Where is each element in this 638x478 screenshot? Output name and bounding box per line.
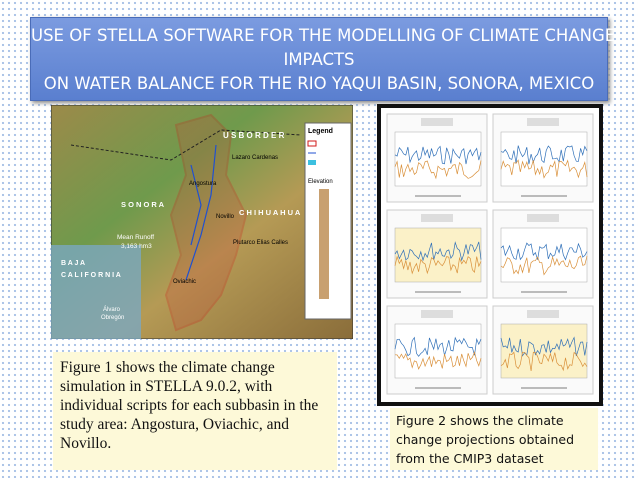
- caption-line: Figure 2 shows the climate: [396, 413, 564, 428]
- thumbnail-part: [394, 145, 482, 165]
- thumbnail-part: [421, 310, 453, 318]
- thumbnail-part: [500, 336, 588, 357]
- thumbnail-part: [394, 160, 482, 180]
- map-label: Álvaro: [103, 306, 121, 313]
- caption-line: from the CMIP3 dataset: [396, 451, 544, 466]
- thumbnail-part: [421, 214, 453, 222]
- thumbnail-part: [500, 323, 588, 379]
- map-label: C A L I F O R N I A: [61, 272, 121, 279]
- thumbnail-part: [394, 350, 482, 370]
- map-label: Oviachic: [173, 279, 196, 285]
- map-figure: U S B O R D E R S O N O R A C H I H U A …: [51, 105, 353, 339]
- thumbnail-part: [500, 242, 588, 261]
- thumbnail-part: [500, 159, 588, 179]
- caption-line: Novillo.: [60, 435, 112, 452]
- thumbnail-part: [421, 118, 453, 126]
- legend-title: Legend: [308, 128, 333, 135]
- map-label: Angostura: [189, 181, 217, 187]
- caption-2: Figure 2 shows the climate change projec…: [390, 408, 598, 470]
- caption-line: simulation in STELLA 9.0.2, with: [60, 378, 273, 395]
- thumbnail-part: [527, 118, 559, 126]
- thumbnail-part: [394, 131, 482, 187]
- map-label: 3,163 hm3: [121, 243, 152, 250]
- map-label: Obregón: [101, 315, 124, 321]
- thumbnail-part: [500, 351, 588, 372]
- figure-2-panel: [377, 104, 603, 406]
- caption-1: Figure 1 shows the climate change simula…: [53, 352, 337, 470]
- caption-line: Figure 1 shows the climate change: [60, 359, 275, 376]
- map-label: U S B O R D E R: [223, 131, 285, 140]
- title-box: USE OF STELLA SOFTWARE FOR THE MODELLING…: [30, 17, 616, 101]
- map-label: S O N O R A: [121, 200, 165, 209]
- title-line: IMPACTS: [283, 50, 355, 69]
- title-line: USE OF STELLA SOFTWARE FOR THE MODELLING…: [31, 26, 616, 45]
- thumbnail-part: [500, 145, 588, 165]
- thumbnail-part: [394, 255, 482, 275]
- map-label: Novillo: [216, 214, 235, 220]
- caption-line: study area: Angostura, Oviachic, and: [60, 416, 289, 433]
- thumbnail-part: [394, 336, 482, 357]
- map-label: C H I H U A H U A: [239, 208, 301, 217]
- caption-line: change projections obtained: [396, 432, 575, 447]
- thumbnail-part: [527, 214, 559, 222]
- thumbnail-part: [527, 310, 559, 318]
- legend-label: Elevation: [308, 179, 333, 185]
- map-label: Plutarco Elias Calles: [233, 240, 288, 246]
- thumbnail-part: [500, 255, 588, 276]
- thumbnail-part: [394, 227, 482, 283]
- thumbnail-part: [394, 323, 482, 379]
- map-label: Lazaro Cardenas: [232, 155, 278, 161]
- caption-line: individual scripts for each subbasin in …: [60, 397, 319, 414]
- thumbnail-part: [394, 241, 482, 262]
- map-label: B A J A: [61, 260, 85, 267]
- title-line: ON WATER BALANCE FOR THE RIO YAQUI BASIN…: [43, 74, 595, 93]
- map-label: Mean Runoff: [117, 234, 154, 241]
